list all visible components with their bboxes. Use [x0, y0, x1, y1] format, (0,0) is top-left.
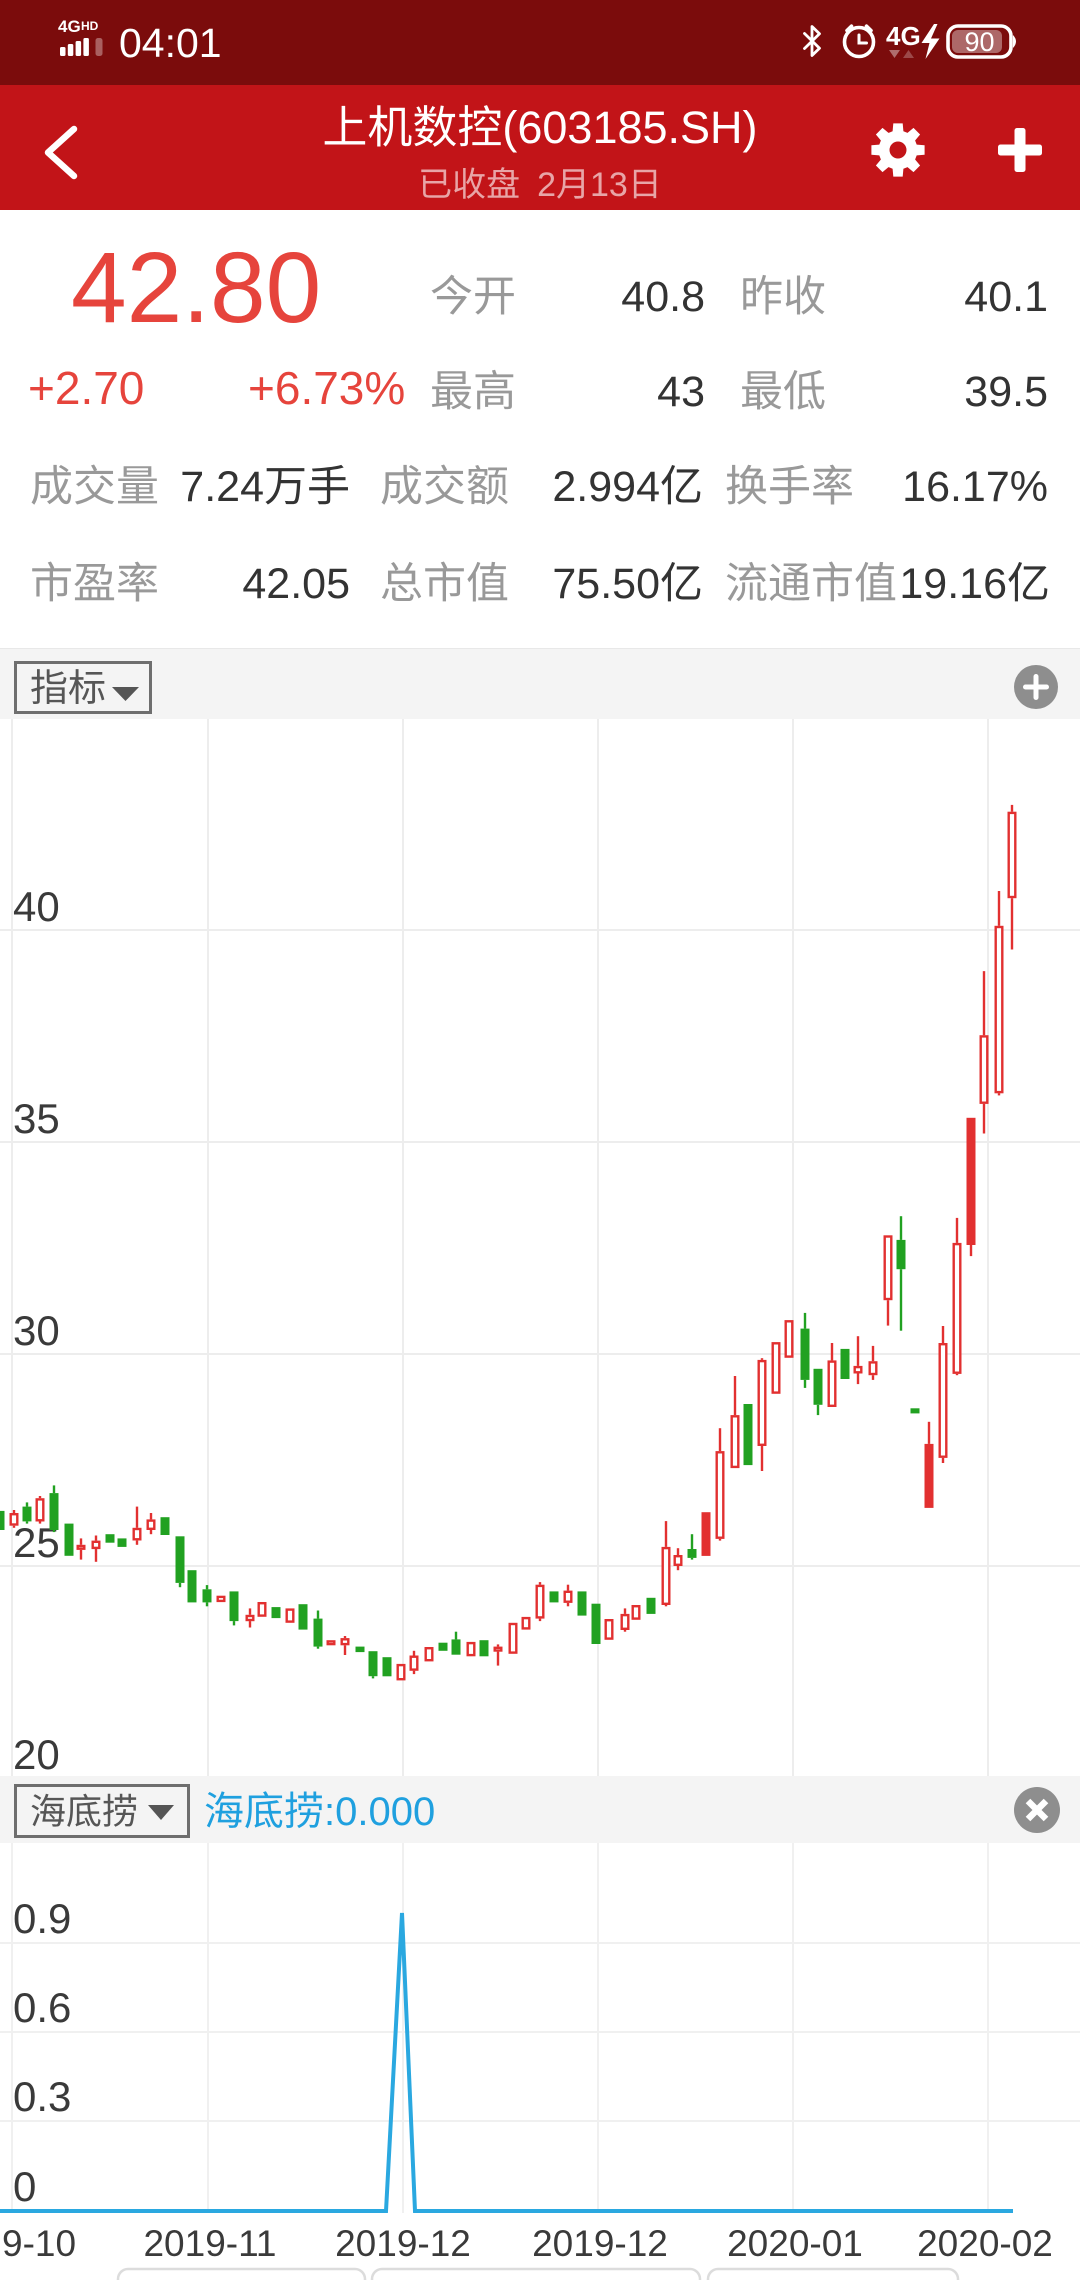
svg-text:40.1: 40.1	[964, 273, 1048, 321]
svg-text::0.000: :0.000	[324, 1790, 435, 1834]
svg-text:42.80: 42.80	[71, 232, 321, 344]
svg-text:2019-12: 2019-12	[335, 2223, 471, 2264]
svg-text:20: 20	[13, 1731, 60, 1778]
svg-text:(603185.SH): (603185.SH)	[502, 102, 757, 153]
svg-text:4G: 4G	[58, 17, 81, 36]
svg-text:19.16: 19.16	[899, 560, 1007, 608]
svg-text:+2.70: +2.70	[28, 362, 144, 414]
svg-text:2: 2	[537, 166, 556, 204]
svg-text:2.994: 2.994	[552, 463, 660, 511]
svg-text:75.50: 75.50	[552, 560, 660, 608]
svg-text:0.3: 0.3	[13, 2073, 71, 2120]
svg-text:40: 40	[13, 883, 60, 930]
svg-text:16.17%: 16.17%	[902, 463, 1048, 511]
svg-text:0.6: 0.6	[13, 1984, 71, 2031]
svg-text:2020-01: 2020-01	[727, 2223, 863, 2264]
svg-text:4G: 4G	[886, 21, 921, 51]
svg-text:90: 90	[964, 27, 994, 57]
svg-text:+6.73%: +6.73%	[248, 362, 405, 414]
svg-text:13: 13	[590, 166, 628, 204]
svg-text:2020-02: 2020-02	[917, 2223, 1053, 2264]
svg-text:0.9: 0.9	[13, 1895, 71, 1942]
svg-text:30: 30	[13, 1307, 60, 1354]
svg-text:42.05: 42.05	[242, 560, 350, 608]
svg-text:04:01: 04:01	[119, 20, 222, 66]
svg-text:7.24: 7.24	[180, 463, 264, 511]
svg-text:HD: HD	[81, 19, 99, 33]
svg-text:43: 43	[657, 368, 705, 416]
svg-text:40.8: 40.8	[621, 273, 705, 321]
svg-text:39.5: 39.5	[964, 368, 1048, 416]
svg-text:2019-11: 2019-11	[143, 2223, 276, 2264]
svg-text:0: 0	[13, 2163, 36, 2210]
svg-text:2019-12: 2019-12	[532, 2223, 668, 2264]
svg-text:35: 35	[13, 1095, 60, 1142]
svg-text:9-10: 9-10	[2, 2223, 76, 2264]
